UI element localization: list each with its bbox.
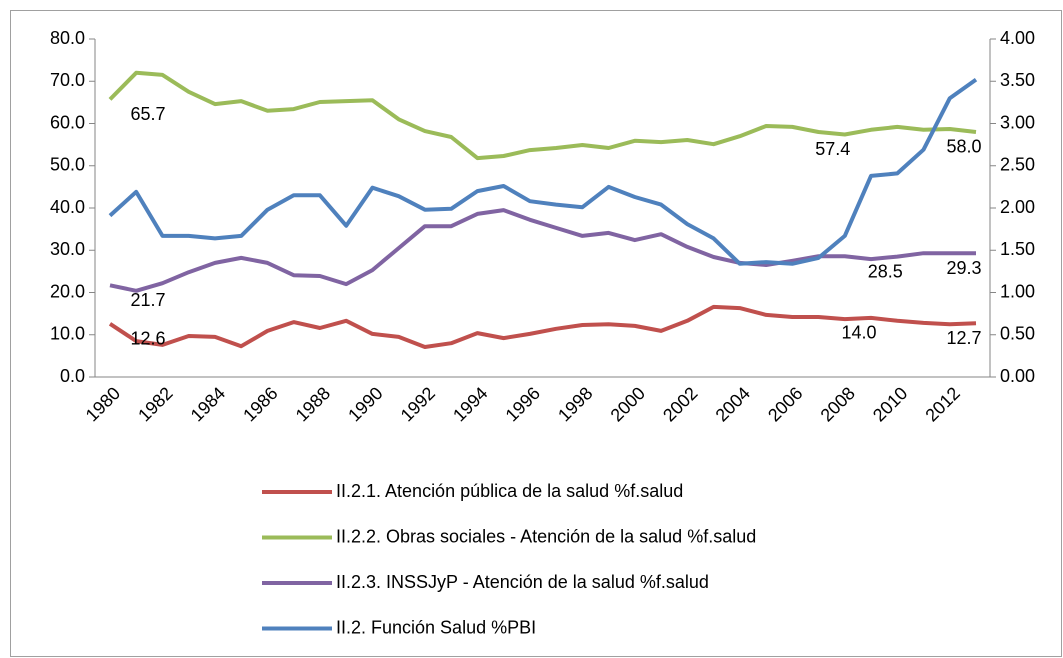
x-tick-label: 2008: [817, 383, 859, 425]
x-tick-label: 1994: [449, 383, 491, 425]
y-tick-label: 50.0: [50, 155, 85, 175]
y-tick-label: 0.0: [60, 366, 85, 386]
data-label: 12.7: [946, 328, 981, 348]
data-label: 28.5: [868, 261, 903, 281]
series-line: [108, 77, 978, 266]
legend-label: II.2.1. Atención pública de la salud %f.…: [336, 481, 683, 501]
x-tick-label: 2006: [764, 383, 806, 425]
legend-label: II.2.3. INSSJyP - Atención de la salud %…: [336, 572, 709, 592]
series-line: [108, 304, 977, 349]
x-tick-label: 1996: [502, 383, 544, 425]
chart-frame: [10, 10, 1062, 657]
y-tick-label: 20.0: [50, 281, 85, 301]
y2-tick-label: 0.50: [1000, 324, 1035, 344]
data-label: 14.0: [842, 323, 877, 343]
data-label: 57.4: [815, 139, 850, 159]
data-label: 58.0: [946, 137, 981, 157]
legend-label: II.2.2. Obras sociales - Atención de la …: [336, 526, 756, 546]
data-label: 65.7: [130, 104, 165, 124]
x-tick-label: 1988: [292, 383, 334, 425]
y2-tick-label: 4.00: [1000, 28, 1035, 48]
y-tick-label: 60.0: [50, 112, 85, 132]
x-tick-label: 2000: [607, 383, 649, 425]
series-line: [108, 70, 977, 161]
y2-tick-label: 3.50: [1000, 70, 1035, 90]
y-tick-label: 40.0: [50, 197, 85, 217]
x-tick-label: 1980: [82, 383, 124, 425]
y2-tick-label: 3.00: [1000, 112, 1035, 132]
y2-tick-label: 2.50: [1000, 155, 1035, 175]
data-label: 21.7: [130, 290, 165, 310]
x-tick-label: 1990: [344, 383, 386, 425]
x-tick-label: 1998: [554, 383, 596, 425]
y2-tick-label: 1.00: [1000, 281, 1035, 301]
legend-label: II.2. Función Salud %PBI: [336, 617, 536, 637]
series-line: [109, 208, 976, 293]
x-tick-label: 1982: [134, 383, 176, 425]
x-tick-label: 2002: [659, 383, 701, 425]
y2-tick-label: 1.50: [1000, 239, 1035, 259]
y2-tick-label: 2.00: [1000, 197, 1035, 217]
data-label: 12.6: [130, 329, 165, 349]
x-tick-label: 1986: [239, 383, 281, 425]
x-tick-label: 1992: [397, 383, 439, 425]
data-label: 29.3: [946, 258, 981, 278]
y-tick-label: 80.0: [50, 28, 85, 48]
y-tick-label: 10.0: [50, 324, 85, 344]
x-tick-label: 2010: [869, 383, 911, 425]
x-tick-label: 2012: [921, 383, 963, 425]
y-tick-label: 30.0: [50, 239, 85, 259]
y2-tick-label: 0.00: [1000, 366, 1035, 386]
x-tick-label: 2004: [712, 383, 754, 425]
x-tick-label: 1984: [187, 383, 229, 425]
y-tick-label: 70.0: [50, 70, 85, 90]
